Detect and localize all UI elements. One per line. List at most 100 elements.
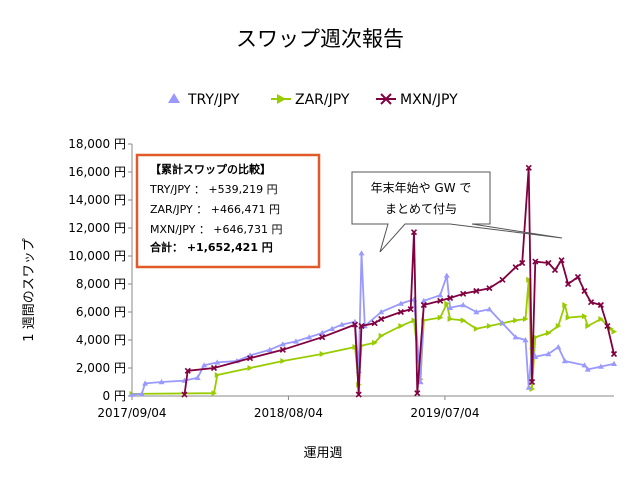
data-point-try-jpy [338, 321, 345, 327]
callout-shape [351, 171, 563, 253]
chart-legend: TRY/JPY ZAR/JPY MXN/JPY [168, 92, 458, 108]
data-point-try-jpy [329, 325, 336, 331]
data-point-mxn-jpy [371, 320, 378, 327]
data-point-try-jpy [447, 304, 454, 310]
chart-axes: 0 円 2,000 円 4,000 円 6,000 円 8,000 円 10,000 円 1… [22, 137, 614, 461]
y-tick-label: 18,000 円 [68, 137, 126, 151]
data-point-mxn-jpy [410, 229, 418, 236]
data-point-mxn-jpy [597, 301, 604, 309]
legend-marker-try-jpy [168, 93, 180, 103]
data-point-zar-jpy [398, 323, 404, 329]
data-point-try-jpy [138, 390, 145, 397]
data-point-try-jpy [473, 309, 480, 315]
x-tick-label: 2018/08/04 [254, 406, 323, 420]
data-point-mxn-jpy [551, 266, 559, 274]
data-point-try-jpy [266, 346, 273, 352]
legend-marker-mxn-jpy [380, 93, 392, 105]
y-tick-label: 4,000 円 [76, 333, 126, 347]
data-point-zar-jpy [247, 365, 254, 371]
data-point-zar-jpy [526, 276, 532, 283]
data-point-zar-jpy [611, 328, 617, 335]
series-zar-jpy [129, 276, 617, 397]
info-box-line-zar: ZAR/JPY ： +466,471 円 [150, 203, 280, 216]
data-point-mxn-jpy [446, 294, 454, 302]
legend-label-mxn-jpy: MXN/JPY [400, 92, 458, 108]
data-point-zar-jpy [214, 372, 221, 378]
data-point-zar-jpy [319, 351, 326, 357]
data-point-zar-jpy [585, 323, 591, 329]
data-point-zar-jpy [447, 316, 454, 322]
data-point-try-jpy [499, 320, 506, 326]
data-point-mxn-jpy [355, 391, 362, 398]
data-point-zar-jpy [522, 316, 529, 322]
data-point-zar-jpy [545, 330, 552, 336]
data-point-zar-jpy [378, 332, 385, 339]
callout: 年末年始や GW で まとめて付与 [351, 171, 563, 253]
y-tick-label: 12,000 円 [68, 221, 126, 235]
data-point-zar-jpy [437, 314, 444, 321]
data-point-try-jpy [460, 302, 467, 308]
series-mxn-jpy [181, 164, 618, 398]
data-point-zar-jpy [372, 339, 378, 346]
data-point-mxn-jpy [414, 390, 421, 397]
y-tick-label: 14,000 円 [68, 193, 126, 207]
info-box-total: 合計： +1,652,421 円 [150, 240, 273, 254]
data-point-mxn-jpy [246, 355, 254, 362]
chart-title: スワップ週次報告 [236, 27, 404, 51]
data-point-zar-jpy [562, 302, 568, 308]
data-point-try-jpy [555, 344, 562, 350]
data-point-mxn-jpy [460, 290, 467, 297]
data-point-try-jpy [611, 360, 617, 366]
data-point-zar-jpy [444, 300, 450, 307]
data-point-mxn-jpy [604, 322, 611, 330]
data-point-try-jpy [397, 300, 404, 306]
data-point-mxn-jpy [519, 259, 526, 267]
data-point-try-jpy [532, 353, 539, 359]
data-point-mxn-jpy [558, 257, 565, 264]
data-point-zar-jpy [411, 317, 417, 324]
data-point-mxn-jpy [587, 299, 595, 306]
y-tick-label: 16,000 円 [68, 165, 126, 179]
data-point-mxn-jpy [420, 301, 427, 309]
data-point-try-jpy [201, 362, 208, 368]
data-point-mxn-jpy [358, 322, 365, 330]
series-try-jpy [129, 250, 617, 397]
data-point-try-jpy [561, 358, 568, 364]
data-point-zar-jpy [598, 316, 604, 322]
data-point-try-jpy [319, 330, 326, 336]
data-point-zar-jpy [581, 313, 588, 320]
data-point-mxn-jpy [581, 287, 588, 295]
data-point-zar-jpy [486, 323, 493, 329]
data-point-try-jpy [522, 337, 529, 343]
data-point-try-jpy [597, 363, 604, 369]
data-point-mxn-jpy [473, 287, 480, 295]
y-tick-label: 6,000 円 [76, 305, 126, 319]
y-tick-label: 0 円 [103, 389, 126, 403]
data-point-zar-jpy [211, 390, 217, 397]
data-point-try-jpy [158, 379, 165, 385]
data-point-mxn-jpy [525, 164, 532, 171]
data-point-mxn-jpy [565, 280, 572, 288]
data-point-try-jpy [420, 297, 427, 303]
legend-label-zar-jpy: ZAR/JPY [295, 92, 350, 108]
data-point-mxn-jpy [528, 378, 536, 386]
data-point-mxn-jpy [610, 350, 618, 358]
data-point-try-jpy [279, 341, 286, 347]
data-point-mxn-jpy [279, 346, 286, 353]
y-tick-label: 8,000 円 [76, 277, 126, 291]
data-point-zar-jpy [529, 386, 536, 392]
data-point-mxn-jpy [512, 264, 519, 271]
data-point-mxn-jpy [407, 306, 414, 313]
info-box-line-mxn: MXN/JPY ： +646,731 円 [150, 223, 283, 236]
data-point-mxn-jpy [397, 308, 404, 316]
x-tick-label: 2019/07/04 [410, 406, 479, 420]
legend-item-try-jpy: TRY/JPY [168, 92, 240, 108]
data-point-zar-jpy [532, 334, 539, 341]
data-point-mxn-jpy [378, 315, 385, 323]
callout-line-1: 年末年始や GW で [371, 181, 472, 195]
data-point-mxn-jpy [351, 321, 359, 328]
data-point-mxn-jpy [532, 258, 539, 265]
data-point-mxn-jpy [574, 273, 581, 281]
x-axis-label: 運用週 [303, 446, 342, 461]
